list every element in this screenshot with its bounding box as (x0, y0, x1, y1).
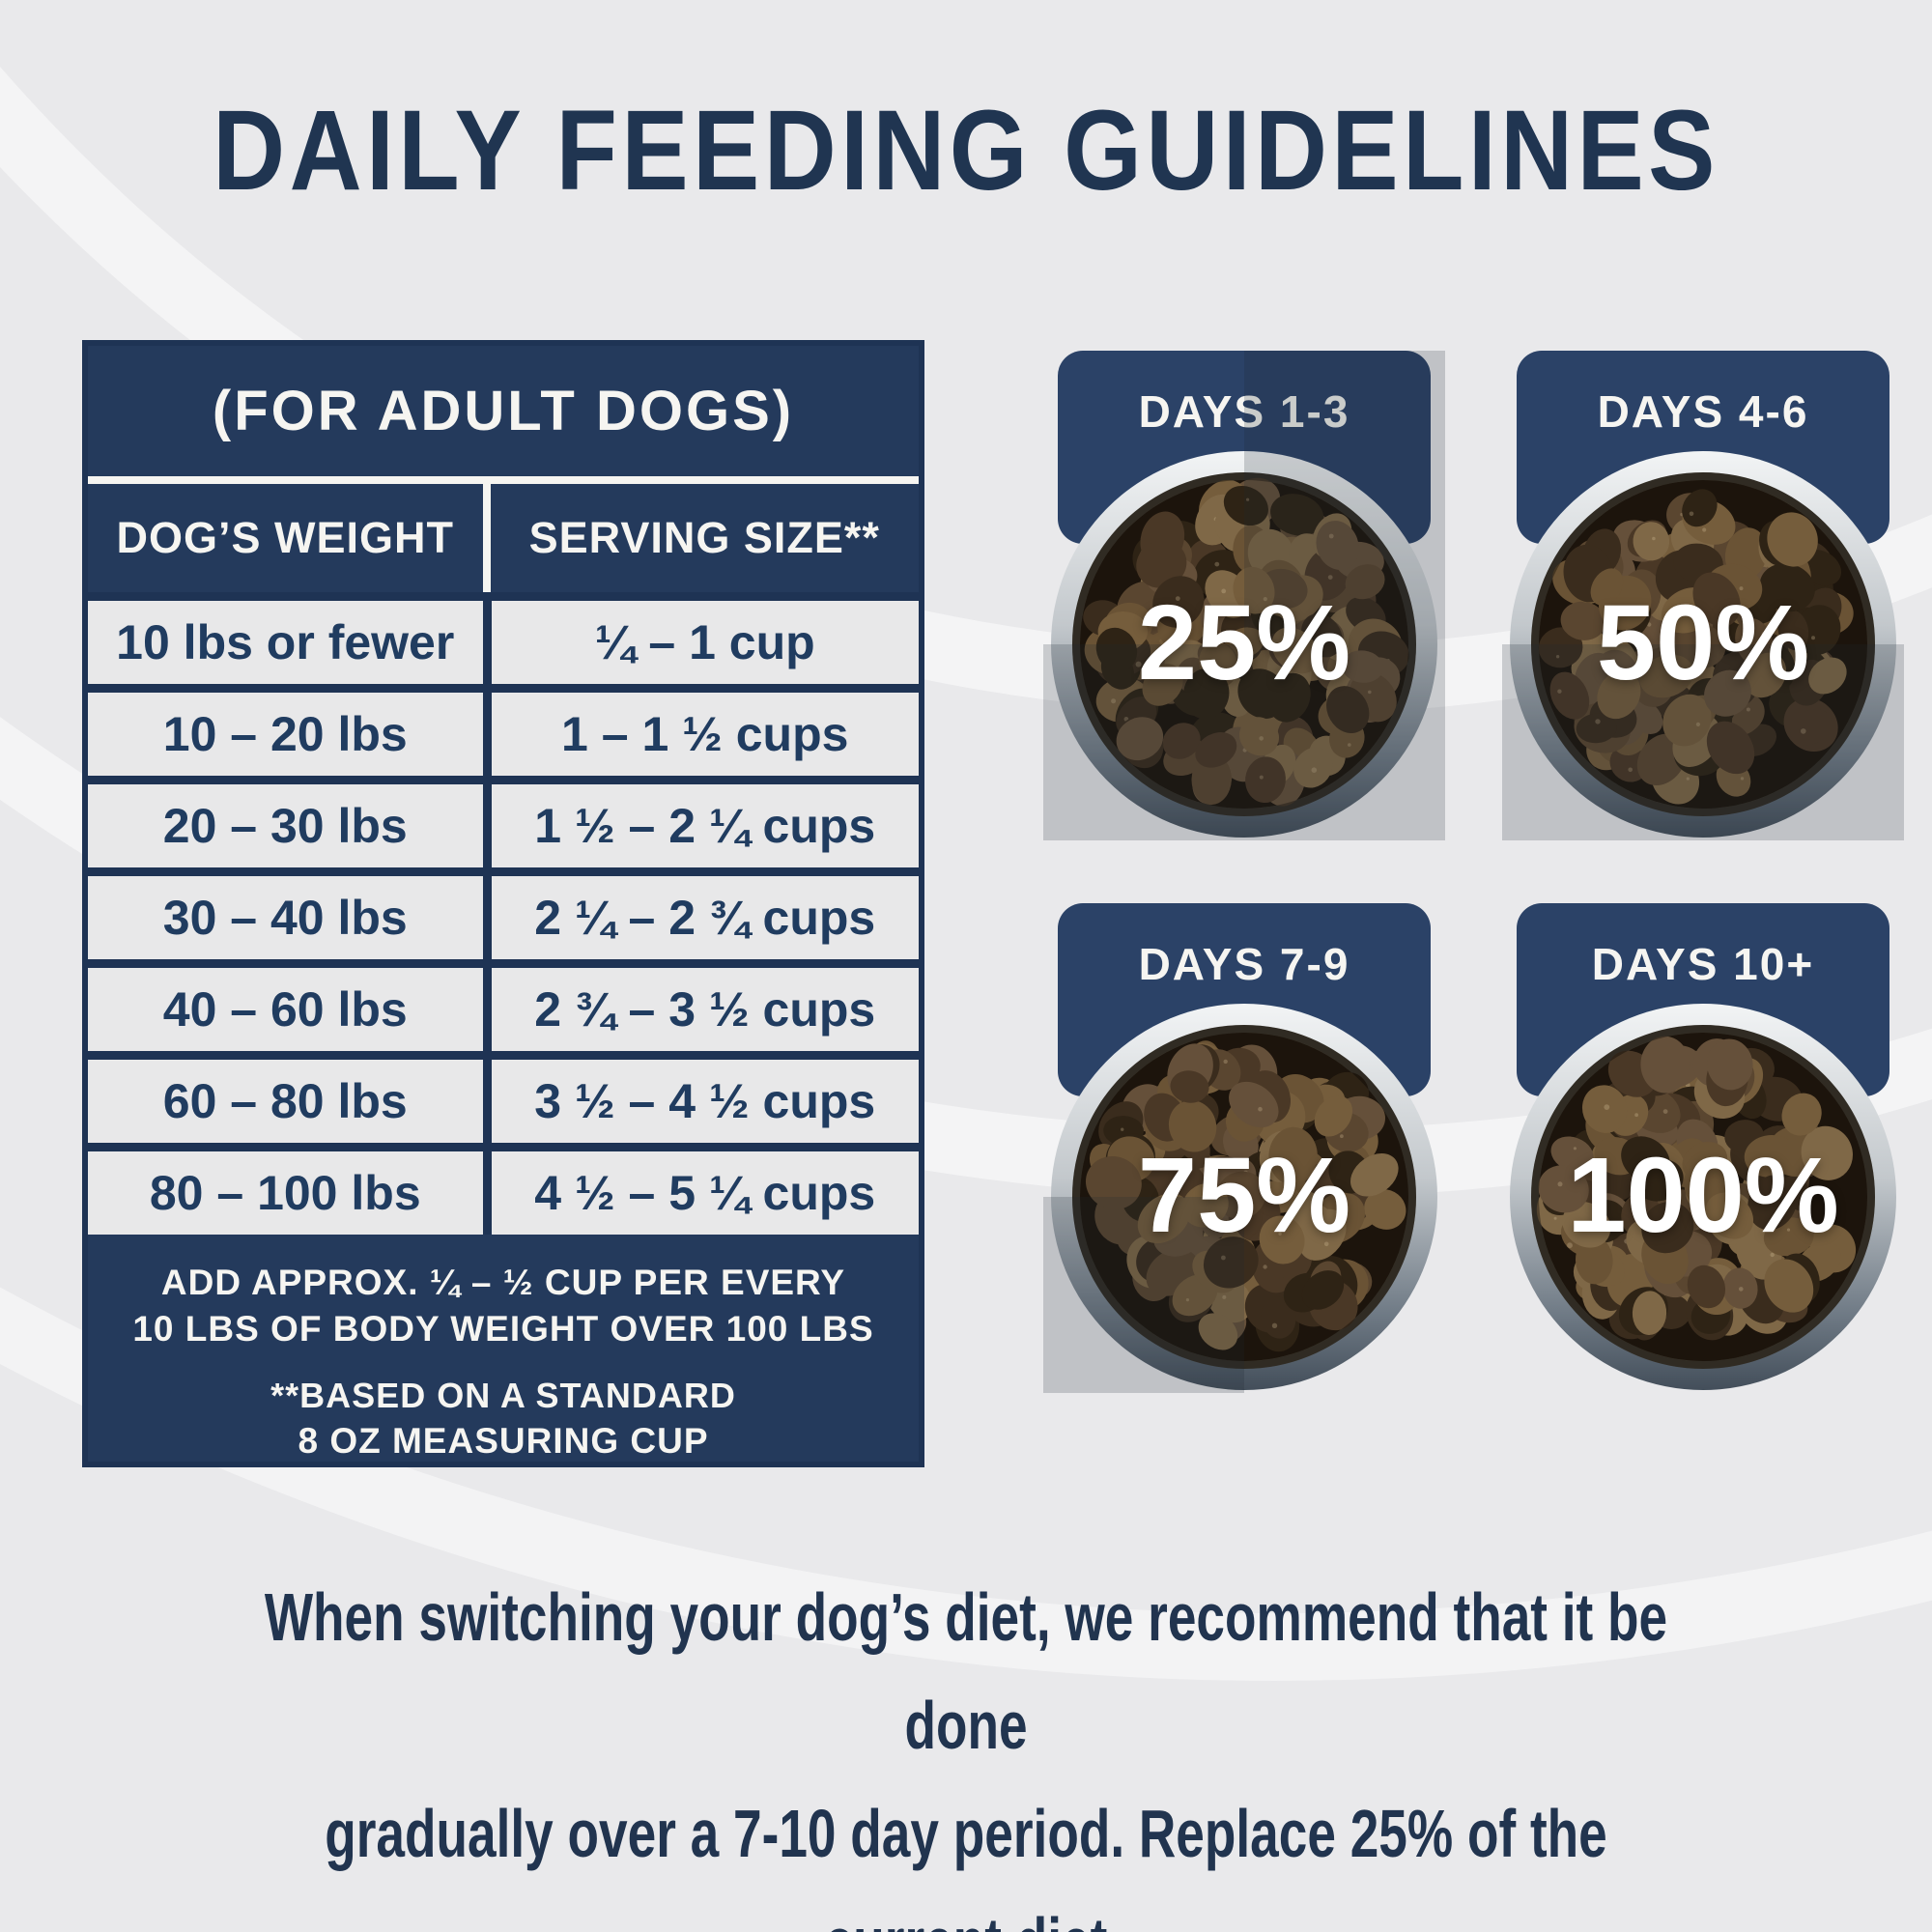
table-row: 30 – 40 lbs 2 ¼ – 2 ¾ cups (88, 867, 919, 959)
weight-cell: 80 – 100 lbs (149, 1166, 421, 1220)
transition-card-days-10-plus: DAYS 10+ 100% (1502, 903, 1904, 1393)
footnote-measuring-cup-line1: **BASED ON A STANDARD (270, 1376, 736, 1415)
serving-cell: ¼ – 1 cup (594, 615, 815, 669)
table-row: 40 – 60 lbs 2 ¾ – 3 ½ cups (88, 959, 919, 1051)
transition-instructions: When switching your dog’s diet, we recom… (232, 1563, 1700, 1932)
weight-cell: 10 lbs or fewer (116, 615, 455, 669)
weight-cell: 60 – 80 lbs (162, 1074, 408, 1128)
transition-percent: 100% (1567, 1136, 1839, 1255)
footnote-add-cup-line1: ADD APPROX. ¼ – ½ CUP PER EVERY (160, 1263, 846, 1302)
divider (482, 1060, 492, 1143)
column-header-weight: DOG’S WEIGHT (116, 513, 454, 562)
divider (482, 784, 492, 867)
weight-cell: 10 – 20 lbs (162, 707, 408, 761)
table-row: 60 – 80 lbs 3 ½ – 4 ½ cups (88, 1051, 919, 1143)
table-header: (FOR ADULT DOGS) (88, 346, 919, 476)
footnote-measuring-cup-line2: 8 OZ MEASURING CUP (298, 1421, 709, 1461)
kibble-bowl-image (1507, 1001, 1899, 1393)
table-row: 80 – 100 lbs 4 ½ – 5 ¼ cups (88, 1143, 919, 1235)
transition-percent: 75% (1137, 1136, 1351, 1255)
divider (88, 476, 919, 484)
serving-cell: 1 – 1 ½ cups (561, 707, 849, 761)
serving-cell: 2 ¼ – 2 ¾ cups (534, 891, 876, 945)
divider (482, 876, 492, 959)
serving-cell: 1 ½ – 2 ¼ cups (534, 799, 876, 853)
day-range-label: DAYS 10+ (1591, 939, 1815, 989)
transition-percent: 50% (1596, 583, 1810, 702)
divider (482, 484, 491, 592)
instructions-line-1: When switching your dog’s diet, we recom… (264, 1579, 1668, 1763)
divider (482, 601, 492, 684)
transition-card-days-7-9: DAYS 7-9 75% (1043, 903, 1445, 1393)
divider (482, 1151, 492, 1235)
kibble-bowl-image (1048, 1001, 1440, 1393)
serving-cell: 4 ½ – 5 ¼ cups (534, 1166, 876, 1220)
instructions-line-2: gradually over a 7-10 day period. Replac… (325, 1796, 1607, 1932)
transition-card-days-1-3: DAYS 1-3 25% (1043, 351, 1445, 840)
divider (482, 693, 492, 776)
serving-cell: 2 ¾ – 3 ½ cups (534, 982, 876, 1037)
weight-cell: 30 – 40 lbs (162, 891, 408, 945)
divider (482, 968, 492, 1051)
day-range-label: DAYS 7-9 (1138, 939, 1350, 989)
kibble-bowl-image (1048, 448, 1440, 840)
feeding-table: (FOR ADULT DOGS) DOG’S WEIGHT SERVING SI… (82, 340, 924, 1467)
day-range-label: DAYS 1-3 (1138, 386, 1350, 437)
footnote-add-cup-line2: 10 LBS OF BODY WEIGHT OVER 100 LBS (132, 1309, 874, 1349)
kibble-bowl-image (1507, 448, 1899, 840)
transition-percent: 25% (1137, 583, 1351, 702)
page-title: DAILY FEEDING GUIDELINES (213, 87, 1719, 214)
transition-card-days-4-6: DAYS 4-6 50% (1502, 351, 1904, 840)
table-column-headers: DOG’S WEIGHT SERVING SIZE** (88, 484, 919, 592)
table-row: 20 – 30 lbs 1 ½ – 2 ¼ cups (88, 776, 919, 867)
column-header-serving: SERVING SIZE** (528, 513, 880, 562)
weight-cell: 20 – 30 lbs (162, 799, 408, 853)
table-row: 10 – 20 lbs 1 – 1 ½ cups (88, 684, 919, 776)
day-range-label: DAYS 4-6 (1597, 386, 1809, 437)
weight-cell: 40 – 60 lbs (162, 982, 408, 1037)
serving-cell: 3 ½ – 4 ½ cups (534, 1074, 876, 1128)
table-footnotes: ADD APPROX. ¼ – ½ CUP PER EVERY 10 LBS O… (88, 1235, 919, 1462)
table-row: 10 lbs or fewer ¼ – 1 cup (88, 592, 919, 684)
